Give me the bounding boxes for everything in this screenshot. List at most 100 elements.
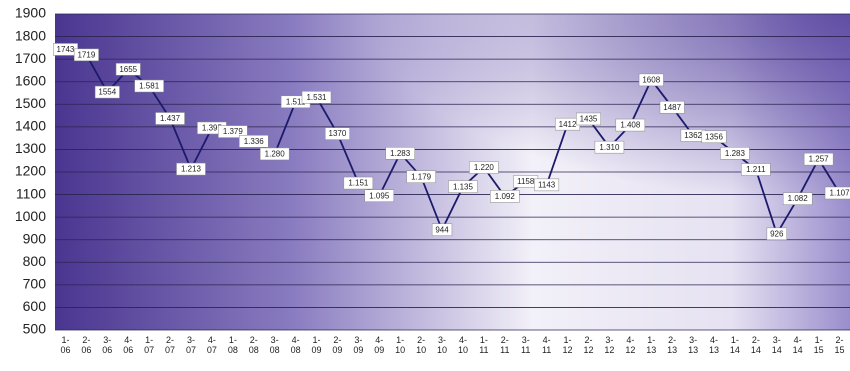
x-tick-label: 4- 06 — [123, 335, 134, 355]
y-tick-label: 1000 — [15, 208, 46, 224]
x-tick-label: 2- 15 — [834, 335, 845, 355]
x-tick-label: 1- 08 — [227, 335, 238, 355]
value-label: 1.283 — [390, 149, 411, 158]
value-label: 1362 — [684, 131, 702, 140]
value-label: 1487 — [663, 103, 681, 112]
value-label: 1435 — [580, 115, 598, 124]
y-tick-label: 1200 — [15, 163, 46, 179]
x-tick-label: 2- 09 — [332, 335, 343, 355]
y-tick-label: 1400 — [15, 118, 46, 134]
x-tick-label: 4- 07 — [206, 335, 217, 355]
x-tick-label: 1- 13 — [646, 335, 657, 355]
value-label-box — [73, 48, 99, 62]
value-label: 1719 — [77, 50, 95, 59]
x-tick-label: 3- 12 — [604, 335, 615, 355]
value-label: 1.283 — [725, 149, 746, 158]
x-tick-label: 1- 09 — [311, 335, 322, 355]
x-tick-label: 2- 14 — [750, 335, 761, 355]
x-tick-label: 1- 15 — [813, 335, 824, 355]
x-tick-label: 1- 06 — [60, 335, 71, 355]
y-tick-label: 1700 — [15, 50, 46, 66]
value-label-box — [659, 100, 685, 114]
value-label-box — [218, 125, 248, 138]
x-tick-label: 1- 12 — [562, 335, 573, 355]
value-label: 1.336 — [244, 137, 265, 146]
value-label: 1608 — [642, 76, 660, 85]
value-label: 1.437 — [160, 114, 181, 123]
x-tick-label: 3- 07 — [185, 335, 196, 355]
value-label: 1370 — [329, 129, 347, 138]
y-tick-label: 600 — [23, 298, 47, 314]
value-label-box — [134, 79, 164, 93]
value-label-box — [615, 118, 646, 132]
value-label: 1.179 — [411, 172, 432, 181]
value-label: 1.408 — [620, 121, 641, 130]
value-label-box — [364, 189, 395, 202]
x-tick-label: 3- 06 — [102, 335, 113, 355]
value-label: 1743 — [57, 45, 75, 54]
value-label-box — [741, 163, 771, 176]
x-tick-label: 3- 09 — [353, 335, 364, 355]
x-tick-label: 1- 14 — [729, 335, 740, 355]
value-label: 1143 — [538, 180, 556, 189]
x-tick-label: 3- 11 — [521, 335, 531, 355]
x-tick-label: 3- 08 — [269, 335, 280, 355]
value-label-box — [259, 147, 290, 161]
x-tick-label: 2- 12 — [583, 335, 594, 355]
y-tick-label: 700 — [23, 276, 47, 292]
x-tick-label: 1- 11 — [479, 335, 489, 355]
value-label: 1.107 — [830, 189, 850, 198]
x-tick-label: 4- 11 — [541, 335, 552, 355]
y-tick-label: 1800 — [15, 27, 46, 43]
value-label-box — [115, 63, 141, 76]
x-tick-label: 2- 08 — [248, 335, 259, 355]
value-label: 1.211 — [746, 165, 766, 174]
value-label-box — [343, 176, 374, 190]
value-label-box — [239, 135, 269, 148]
value-label-box — [782, 192, 813, 205]
value-label-box — [469, 161, 499, 174]
x-tick-label: 4- 08 — [290, 335, 301, 355]
value-label: 1412 — [559, 120, 577, 129]
value-label: 1.095 — [369, 191, 390, 200]
value-label-box — [301, 91, 332, 104]
value-label: 1.213 — [181, 165, 202, 174]
value-label-box — [638, 73, 664, 87]
value-label: 1655 — [119, 65, 137, 74]
value-label: 1554 — [98, 88, 116, 97]
x-tick-label: 4- 14 — [792, 335, 803, 355]
x-tick-label: 2- 06 — [81, 335, 92, 355]
value-label: 1158 — [517, 177, 535, 186]
value-label-box — [490, 190, 520, 203]
value-label: 1.135 — [453, 182, 474, 191]
value-label: 1.280 — [265, 150, 286, 159]
value-label: 1.257 — [809, 155, 830, 164]
value-label: 1.531 — [306, 93, 327, 102]
value-label: 1356 — [705, 132, 723, 141]
value-label: 926 — [770, 229, 784, 238]
value-label-box — [385, 147, 415, 160]
x-tick-label: 4- 09 — [374, 335, 385, 355]
y-tick-label: 1100 — [16, 185, 46, 201]
value-label-box — [720, 147, 750, 160]
value-label-box — [94, 85, 120, 99]
y-tick-label: 1500 — [15, 95, 46, 111]
value-label-box — [766, 227, 787, 241]
x-tick-label: 2- 10 — [416, 335, 427, 355]
value-label-box — [594, 140, 625, 154]
value-label: 1.310 — [599, 143, 620, 152]
value-label: 1.581 — [139, 82, 160, 91]
value-label: 1.082 — [788, 194, 809, 203]
x-tick-label: 2- 13 — [667, 335, 678, 355]
y-tick-label: 900 — [23, 230, 47, 246]
value-label-box — [701, 130, 727, 144]
value-label-box — [824, 186, 850, 200]
x-tick-label: 1- 07 — [144, 335, 155, 355]
value-label-box — [803, 152, 834, 166]
value-label: 1.395 — [202, 124, 223, 133]
y-tick-label: 800 — [23, 253, 47, 269]
value-label-box — [534, 178, 560, 192]
value-label: 944 — [435, 225, 449, 234]
